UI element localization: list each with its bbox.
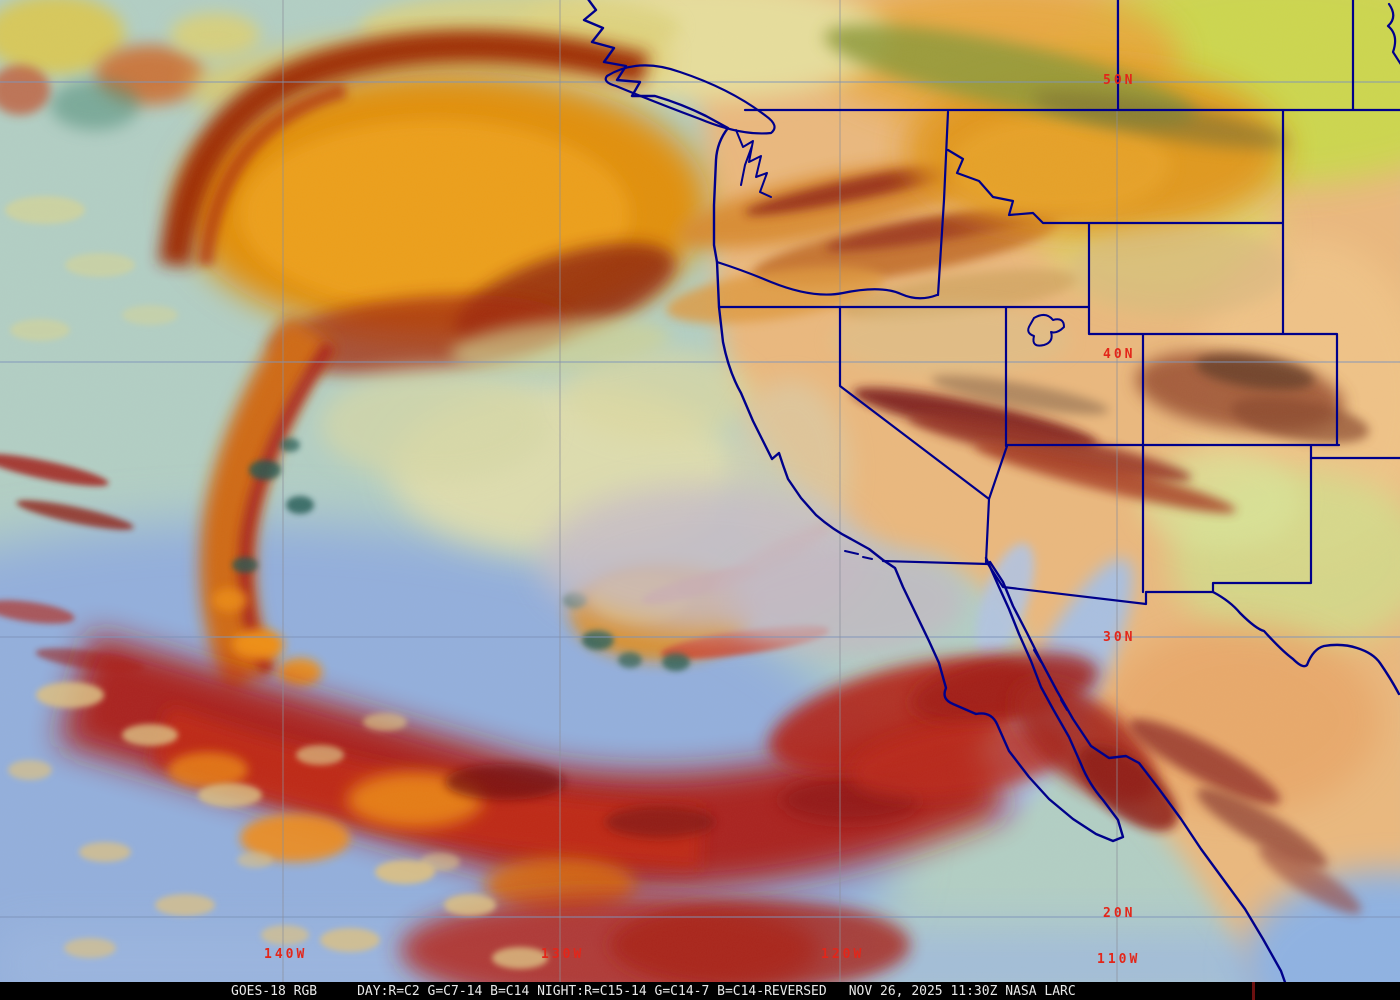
latitude-label-50n: 50N: [1103, 73, 1136, 88]
islands: [844, 550, 1068, 711]
product-label: GOES-18 RGB: [231, 983, 318, 999]
mexico-coastline: [988, 560, 1293, 1000]
latitude-label-30n: 30N: [1103, 630, 1136, 645]
state-boundaries: [715, 0, 1400, 606]
longitude-label-130w: 130W: [541, 947, 585, 962]
vancouver-island: [604, 64, 776, 135]
longitude-label-110w: 110W: [1097, 952, 1141, 967]
map-boundaries: [582, 0, 1400, 1000]
channel-recipe-label: DAY:R=C2 G=C7-14 B=C14 NIGHT:R=C15-14 G=…: [357, 983, 827, 999]
timestamp-label: NOV 26, 2025 11:30Z NASA LARC: [848, 983, 1076, 999]
meridian-tick-artifact: [1252, 982, 1255, 1000]
coastline: [582, 0, 1125, 843]
latitude-label-40n: 40N: [1103, 347, 1136, 362]
latitude-label-20n: 20N: [1103, 906, 1136, 921]
longitude-gridlines: [282, 0, 1118, 1000]
longitude-label-140w: 140W: [264, 947, 308, 962]
rio-grande: [1211, 590, 1400, 696]
status-bar: GOES-18 RGB DAY:R=C2 G=C7-14 B=C14 NIGHT…: [0, 982, 1400, 1000]
great-salt-lake: [1027, 314, 1065, 347]
puget-sound: [735, 129, 772, 198]
latitude-gridlines: [0, 81, 1400, 918]
longitude-label-120w: 120W: [821, 947, 865, 962]
